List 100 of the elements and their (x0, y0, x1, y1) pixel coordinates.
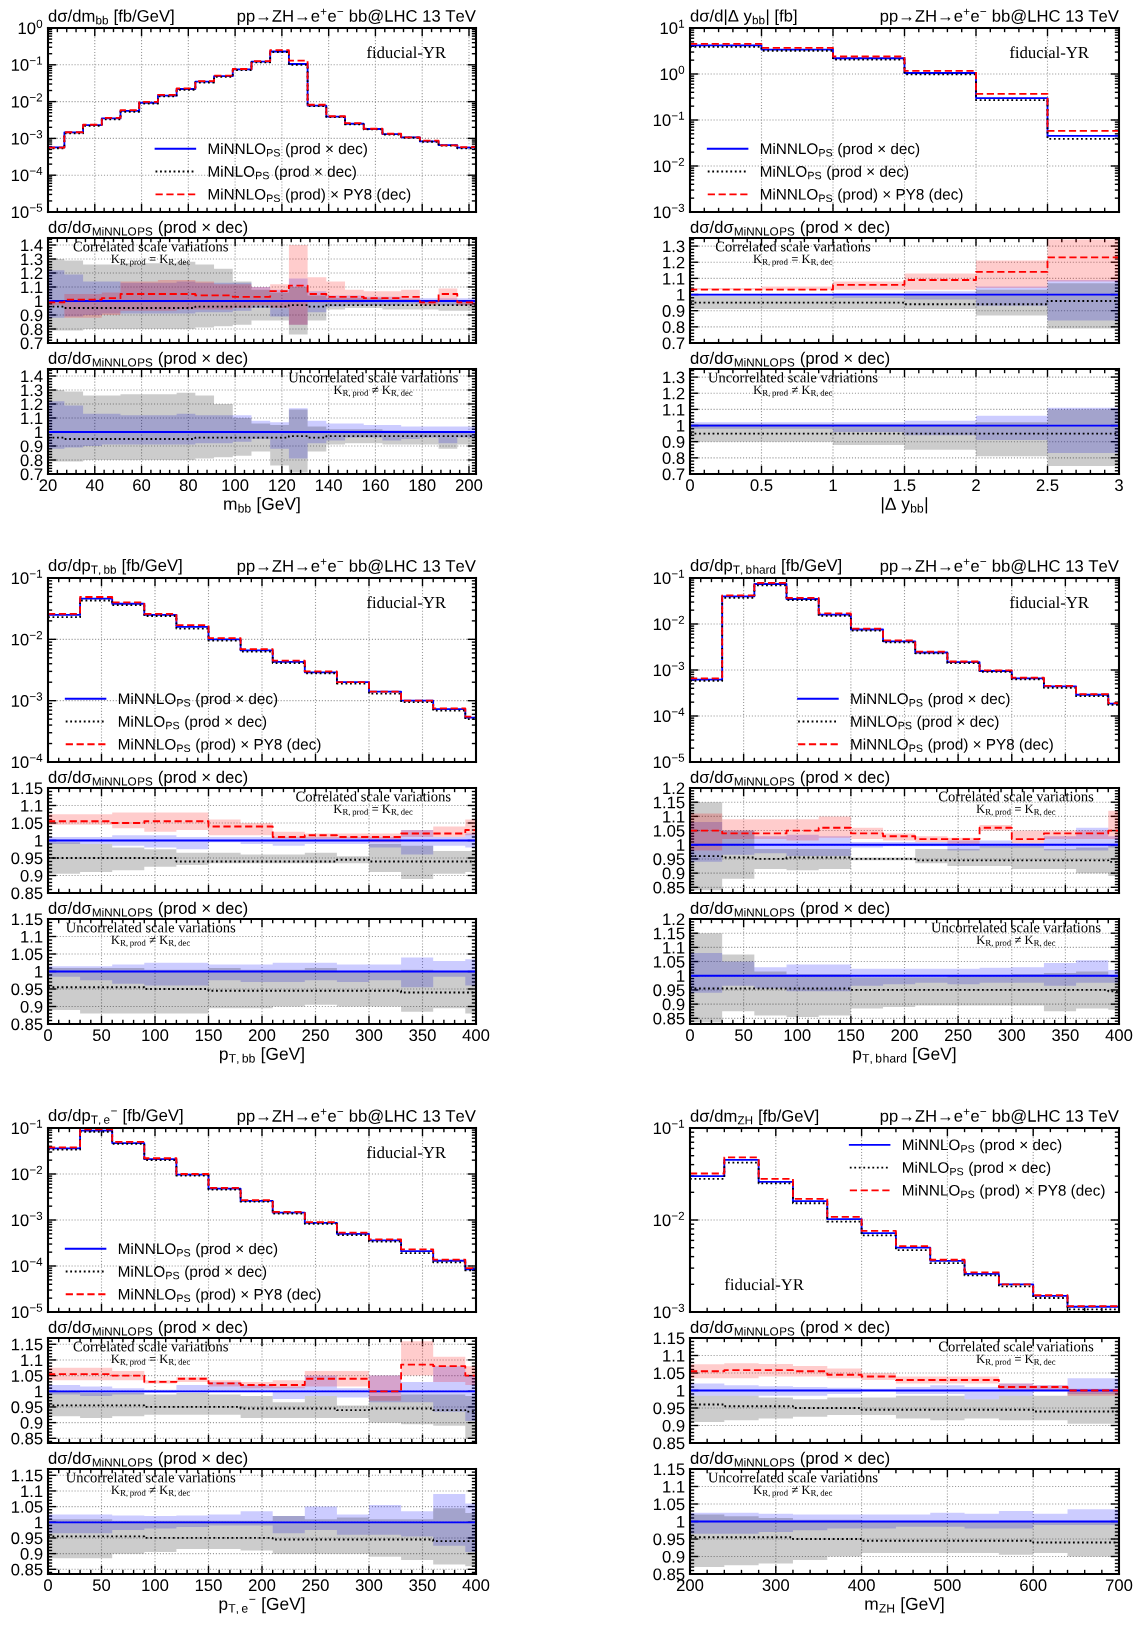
x-tick-label: 160 (362, 479, 389, 492)
x-tick-label: 400 (1105, 1029, 1133, 1042)
x-tick-label: 180 (409, 479, 436, 492)
y-tick-label: 1.3 (21, 384, 43, 397)
y-tick-label: 0.95 (653, 853, 685, 866)
y-tick-label: 0.85 (11, 887, 43, 900)
y-axis-title: dσ/dσ$_{MiNNLOPS}$ (prod × dec) (690, 351, 890, 368)
y-tick-label: 0.9 (20, 440, 43, 453)
annotation: K$_{R,prod}$ ≠ K$_{R,dec}$ (333, 385, 413, 398)
y-tick-label: 1.1 (663, 272, 685, 285)
y-tick-label: 1.4 (21, 370, 43, 383)
chart-title: pp→ZH→e$^{+}$e$^{−}$ bb@LHC 13 TeV (880, 558, 1119, 576)
annotation: K$_{R,prod}$ = K$_{R,dec}$ (976, 1354, 1056, 1367)
annotation: K$_{R,prod}$ ≠ K$_{R,dec}$ (753, 1485, 833, 1498)
annotation: fiducial-YR (366, 46, 447, 59)
y-tick-label: 10$^{−4}$ (11, 166, 43, 182)
annotation: K$_{R,prod}$ ≠ K$_{R,dec}$ (753, 385, 833, 398)
x-tick-label: 350 (409, 1579, 436, 1592)
x-axis-title: p$_{T,e}$$^{−}$ [GeV] (219, 1597, 305, 1615)
x-tick-label: 0 (44, 1579, 52, 1592)
y-axis-title: dσ/dσ$_{MiNNLOPS}$ (prod × dec) (690, 1451, 890, 1468)
y-tick-label: 10$^{−3}$ (11, 692, 43, 707)
y-tick-label: 10$^{−2}$ (11, 1165, 43, 1181)
y-tick-label: 10$^{−2}$ (653, 615, 685, 631)
y-tick-label: 0.95 (653, 984, 685, 997)
x-tick-label: 100 (222, 479, 249, 492)
y-axis-title: dσ/dσ$_{MiNNLOPS}$ (prod × dec) (48, 901, 248, 918)
x-tick-label: 300 (998, 1029, 1025, 1042)
y-tick-label: 0.9 (20, 1548, 43, 1560)
y-tick-label: 10$^{−1}$ (11, 56, 43, 71)
y-tick-label: 1 (35, 835, 43, 847)
y-tick-label: 1 (677, 420, 685, 432)
y-tick-label: 1.05 (653, 1367, 685, 1380)
y-tick-label: 0.85 (11, 1018, 43, 1031)
annotation: Uncorrelated scale variations (65, 1472, 236, 1483)
x-tick-label: 200 (455, 479, 483, 492)
y-tick-label: 1.05 (653, 824, 685, 837)
x-tick-label: 0 (44, 1029, 52, 1042)
x-tick-label: 350 (409, 1029, 436, 1042)
legend-label: MiNNLO$_{PS}$ (prod × dec) (118, 692, 278, 708)
legend-label: MiNLO$_{PS}$ (prod × dec) (208, 165, 356, 180)
y-tick-label: 0.9 (20, 309, 43, 322)
y-tick-label: 0.85 (11, 1563, 43, 1576)
y-tick-label: 10$^{0}$ (18, 19, 43, 35)
chart-title: pp→ZH→e$^{+}$e$^{−}$ bb@LHC 13 TeV (237, 8, 476, 26)
x-axis-title: p$_{T,bb}$ [GeV] (219, 1047, 304, 1065)
y-tick-label: 0.9 (20, 869, 43, 882)
y-axis-title: dσ/dσ$_{MiNNLOPS}$ (prod × dec) (48, 770, 248, 787)
y-tick-label: 1.1 (21, 1485, 43, 1497)
annotation: Correlated scale variations (938, 1341, 1094, 1352)
x-tick-label: 60 (133, 479, 151, 492)
y-tick-label: 1.2 (21, 267, 43, 280)
y-tick-label: 10$^{−5}$ (653, 753, 685, 769)
annotation: Correlated scale variations (73, 241, 228, 252)
y-axis-title: dσ/dp$_{T,e}$$^{−}$ [fb/GeV] (48, 1108, 183, 1126)
legend-label: MiNLO$_{PS}$ (prod × dec) (851, 715, 999, 730)
legend-label: MiNLO$_{PS}$ (prod × dec) (760, 165, 909, 180)
y-tick-label: 0.85 (653, 881, 685, 894)
annotation: K$_{R,prod}$ = K$_{R,dec}$ (111, 254, 190, 267)
y-tick-label: 1.05 (11, 948, 43, 961)
y-tick-label: 10$^{−4}$ (653, 707, 685, 723)
y-tick-label: 0.8 (662, 321, 685, 334)
y-tick-label: 1.4 (21, 239, 43, 252)
y-tick-label: 10$^{0}$ (660, 65, 685, 81)
legend-label: MiNLO$_{PS}$ (prod × dec) (118, 1265, 267, 1280)
legend-label: MiNNLO$_{PS}$ (prod) × PY8 (dec) (851, 738, 1053, 753)
x-tick-label: 250 (945, 1029, 972, 1042)
y-axis-title: dσ/dσ$_{MiNNLOPS}$ (prod × dec) (690, 1320, 890, 1337)
y-tick-label: 1 (35, 1516, 43, 1529)
x-tick-label: 120 (269, 479, 296, 492)
chart-title: pp→ZH→e$^{+}$e$^{−}$ bb@LHC 13 TeV (237, 1108, 476, 1126)
y-tick-label: 0.9 (20, 1000, 43, 1013)
y-tick-label: 1.05 (11, 817, 43, 830)
chart-title: pp→ZH→e$^{+}$e$^{−}$ bb@LHC 13 TeV (880, 8, 1119, 26)
y-tick-label: 1.3 (663, 240, 685, 253)
y-tick-label: 1.05 (11, 1370, 43, 1382)
y-tick-label: 1.1 (21, 412, 43, 425)
y-tick-label: 1.15 (653, 1332, 685, 1345)
y-tick-label: 1.1 (21, 281, 43, 294)
y-tick-label: 1.15 (653, 927, 685, 940)
y-tick-label: 0.95 (11, 1532, 43, 1545)
y-tick-label: 1 (677, 839, 685, 851)
legend-label: MiNLO$_{PS}$ (prod × dec) (902, 1161, 1051, 1177)
y-tick-label: 1.1 (663, 1481, 685, 1493)
x-tick-label: 2 (972, 479, 980, 491)
y-tick-label: 1.1 (21, 931, 43, 943)
y-tick-label: 1 (35, 1385, 43, 1398)
y-tick-label: 1.15 (11, 913, 43, 926)
y-tick-label: 10$^{−1}$ (653, 111, 685, 127)
annotation: Uncorrelated scale variations (288, 372, 458, 383)
annotation: K$_{R,prod}$ ≠ K$_{R,dec}$ (111, 1485, 190, 1498)
y-tick-label: 10$^{−1}$ (11, 1119, 43, 1135)
annotation: fiducial-YR (1009, 596, 1089, 609)
x-tick-label: 50 (92, 1029, 111, 1042)
y-tick-label: 0.9 (662, 305, 685, 317)
annotation: K$_{R,prod}$ = K$_{R,dec}$ (111, 1354, 190, 1367)
y-tick-label: 0.9 (20, 1417, 43, 1429)
y-tick-label: 0.8 (20, 454, 43, 467)
y-tick-label: 1 (677, 289, 685, 301)
y-tick-label: 0.9 (662, 1550, 685, 1563)
